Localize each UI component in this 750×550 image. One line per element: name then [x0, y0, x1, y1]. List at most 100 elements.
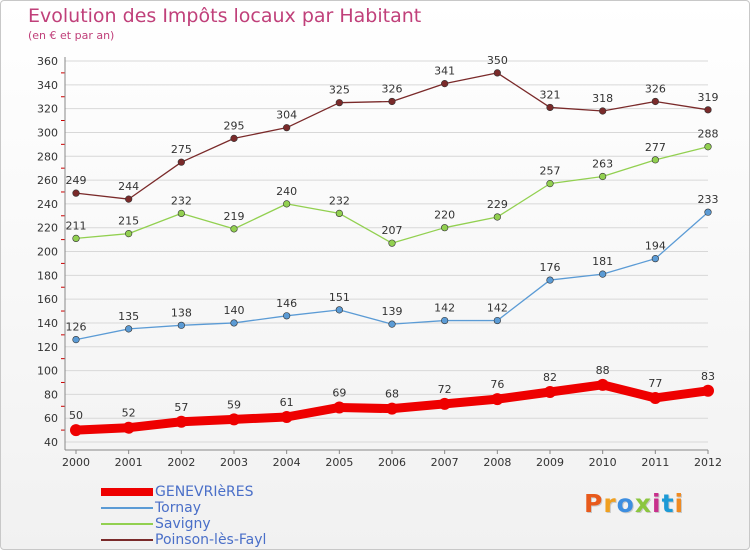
data-label: 257: [540, 165, 561, 178]
data-label: 318: [592, 92, 613, 105]
data-label: 326: [645, 82, 666, 95]
legend-label: GENEVRIèRES: [155, 484, 254, 500]
y-tick-label: 320: [37, 103, 58, 116]
data-point: [441, 224, 449, 232]
data-point: [228, 413, 240, 426]
data-label: 50: [69, 409, 83, 422]
data-point: [177, 321, 185, 329]
data-label: 135: [118, 310, 139, 323]
data-label: 142: [487, 302, 508, 315]
data-point: [70, 424, 82, 437]
y-tick-label: 120: [37, 341, 58, 354]
data-point: [704, 208, 712, 216]
x-tick-label: 2010: [589, 456, 617, 469]
data-label: 181: [592, 255, 613, 268]
series-lines: [70, 69, 714, 437]
data-point: [544, 385, 556, 398]
logo-letter: i: [652, 489, 662, 518]
data-label: 138: [171, 306, 192, 319]
data-point: [649, 391, 662, 404]
data-label: 341: [434, 65, 455, 78]
data-point: [125, 195, 133, 203]
data-label: 176: [540, 261, 561, 274]
data-point: [125, 325, 133, 333]
y-tick-label: 140: [37, 317, 58, 330]
y-tick-label: 220: [37, 222, 58, 235]
logo-letter: x: [634, 489, 652, 518]
x-tick-label: 2008: [483, 456, 511, 469]
data-label: 139: [382, 305, 403, 318]
chart-title: Evolution des Impôts locaux par Habitant: [28, 5, 422, 27]
y-tick-label: 60: [44, 412, 58, 425]
data-label: 350: [487, 54, 508, 67]
legend-swatch: [101, 539, 153, 541]
data-point: [283, 312, 291, 320]
x-tick-label: 2009: [536, 456, 564, 469]
data-label: 321: [540, 88, 561, 101]
x-tick-label: 2006: [378, 456, 406, 469]
data-label: 69: [332, 386, 346, 399]
legend-label: Poinson-lès-Fayl: [155, 532, 267, 548]
data-point: [230, 225, 238, 233]
data-point: [335, 209, 343, 217]
data-point: [441, 80, 449, 88]
data-label: 72: [438, 383, 452, 396]
x-tick-label: 2005: [325, 456, 353, 469]
data-point: [335, 306, 343, 314]
data-point: [596, 378, 609, 391]
y-tick-label: 280: [37, 150, 58, 163]
data-label: 326: [382, 82, 403, 95]
data-point: [493, 316, 501, 325]
data-point: [230, 319, 238, 327]
logo-letter: o: [616, 489, 635, 518]
data-point: [441, 316, 449, 325]
data-label: 77: [648, 377, 662, 390]
x-tick-label: 2002: [167, 456, 195, 469]
data-point: [72, 234, 80, 243]
data-point: [125, 230, 133, 238]
y-tick-label: 200: [37, 246, 58, 259]
data-point: [175, 415, 188, 428]
data-point: [283, 124, 291, 132]
x-tick-label: 2007: [431, 456, 459, 469]
axes: 40 60 80 100 120 140 160 180 200 220 240 260 280 300 3…: [37, 55, 722, 469]
data-point: [280, 410, 293, 423]
data-point: [546, 180, 554, 188]
data-label: 233: [698, 193, 719, 206]
chart-subtitle: (en € et par an): [28, 29, 115, 42]
data-label: 52: [122, 407, 136, 420]
data-label: 319: [698, 91, 719, 104]
data-label: 88: [596, 364, 610, 377]
x-tick-label: 2011: [641, 456, 669, 469]
y-tick-label: 180: [37, 269, 58, 282]
data-point: [335, 99, 343, 107]
data-label: 277: [645, 141, 666, 154]
data-point: [704, 143, 712, 151]
data-point: [599, 107, 607, 115]
data-point: [704, 106, 712, 114]
x-tick-label: 2004: [273, 456, 301, 469]
data-point: [283, 200, 291, 208]
data-label: 76: [490, 378, 504, 391]
proxiti-logo: Proxiti: [584, 489, 684, 518]
data-point: [388, 97, 396, 106]
logo-letter: r: [603, 489, 617, 518]
data-label: 229: [487, 198, 508, 211]
data-point: [599, 172, 607, 181]
y-tick-label: 260: [37, 174, 58, 187]
data-point: [491, 393, 504, 406]
x-tick-label: 2001: [115, 456, 143, 469]
data-point: [230, 134, 238, 142]
data-point: [438, 397, 451, 410]
data-label: 263: [592, 157, 613, 170]
data-point: [388, 320, 396, 328]
data-label: 194: [645, 240, 666, 253]
data-point: [651, 97, 659, 106]
data-point: [388, 239, 396, 247]
data-label: 219: [224, 210, 245, 223]
data-label: 140: [224, 304, 245, 317]
data-label: 126: [66, 321, 87, 334]
data-label: 59: [227, 398, 241, 411]
